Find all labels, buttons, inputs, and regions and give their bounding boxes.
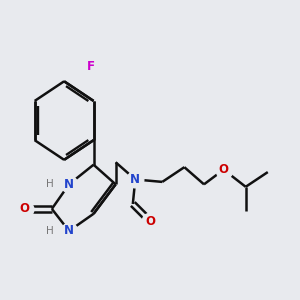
Text: O: O [20, 202, 30, 215]
Text: H: H [46, 226, 53, 236]
Text: F: F [87, 60, 95, 73]
Text: N: N [64, 224, 74, 238]
Text: H: H [46, 179, 53, 189]
Text: N: N [64, 178, 74, 191]
Text: O: O [145, 215, 155, 228]
Text: N: N [130, 173, 140, 186]
Text: O: O [219, 163, 229, 176]
